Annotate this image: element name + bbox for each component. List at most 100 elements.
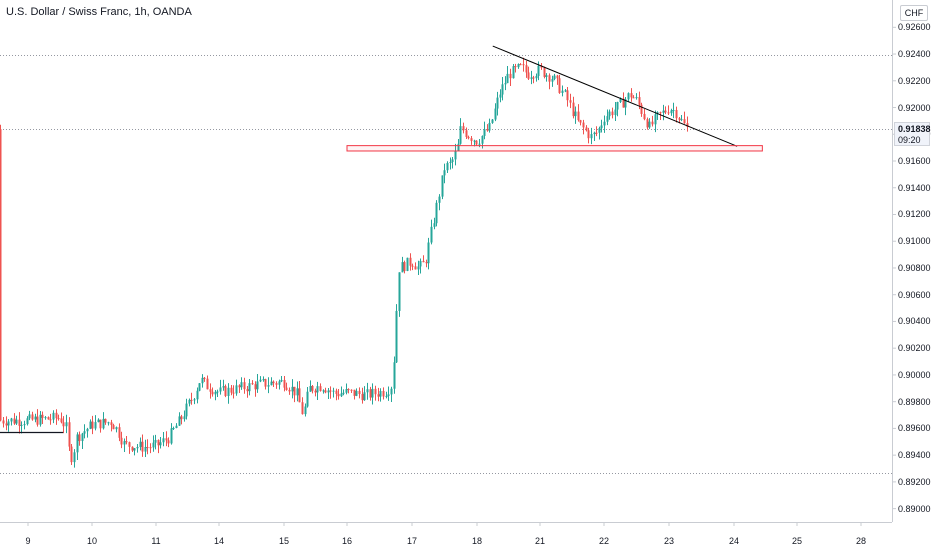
candle <box>246 386 249 398</box>
candle-body <box>457 143 460 151</box>
candle <box>89 419 92 430</box>
bar-countdown: 09:20 <box>898 135 921 145</box>
candle-body <box>246 389 249 392</box>
candle-body <box>280 379 283 382</box>
candle <box>643 108 646 121</box>
candle <box>606 109 609 126</box>
candle <box>675 106 678 123</box>
candle-body <box>465 130 468 137</box>
candle-body <box>178 416 181 426</box>
candle <box>196 387 199 404</box>
candle <box>99 419 102 433</box>
candle <box>574 106 577 124</box>
candle <box>332 387 335 398</box>
candle-body <box>240 382 243 388</box>
candle-body <box>335 390 338 394</box>
candle-body <box>259 379 262 382</box>
candle-body <box>530 77 533 79</box>
candle-body <box>342 392 345 394</box>
candle <box>600 119 603 133</box>
candle-body <box>403 262 406 271</box>
candle-body <box>506 73 509 84</box>
candle-body <box>256 381 259 390</box>
candle-body <box>332 390 335 392</box>
candle-body <box>654 114 657 125</box>
candle-body <box>309 386 312 392</box>
candle-body <box>543 67 546 77</box>
drawings[interactable] <box>0 45 763 434</box>
candle-body <box>569 100 572 103</box>
candle-body <box>304 406 307 415</box>
candle <box>499 89 502 103</box>
candle <box>216 389 219 397</box>
candle-body <box>548 75 551 82</box>
candle <box>55 409 58 425</box>
candle <box>579 119 582 126</box>
candle-body <box>251 383 254 385</box>
candle-body <box>94 422 97 429</box>
candle <box>13 413 16 425</box>
candle <box>178 412 181 426</box>
candle <box>285 382 288 391</box>
candle <box>347 388 350 394</box>
candle-body <box>670 110 673 114</box>
time-tick-label: 11 <box>151 536 161 546</box>
candle-body <box>81 433 84 442</box>
candle <box>76 432 79 460</box>
candle <box>664 106 667 115</box>
candle-body <box>433 223 436 227</box>
candle-body <box>598 128 601 133</box>
candle <box>28 410 31 421</box>
candle-body <box>110 422 113 426</box>
candle <box>414 262 417 270</box>
candle-body <box>0 129 2 421</box>
candle <box>337 389 340 400</box>
candle-body <box>345 389 348 393</box>
candle-body <box>133 448 136 451</box>
candle <box>385 391 388 399</box>
candle-body <box>435 202 438 224</box>
candle-body <box>283 379 286 388</box>
candle-body <box>553 75 556 80</box>
candle-body <box>551 79 554 82</box>
candle <box>120 431 123 449</box>
candle <box>112 423 115 430</box>
candle <box>34 413 37 423</box>
candle-body <box>337 393 340 397</box>
candle-body <box>107 422 110 424</box>
candle <box>345 383 348 395</box>
currency-button[interactable]: CHF <box>900 5 928 21</box>
candle <box>280 376 283 383</box>
candle-body <box>324 390 327 393</box>
candle-body <box>83 431 86 434</box>
candle-body <box>411 265 414 267</box>
candle <box>646 117 649 130</box>
candle-body <box>504 83 507 85</box>
candle-body <box>540 65 543 68</box>
candle <box>403 260 406 274</box>
candle <box>193 398 196 405</box>
time-tick-label: 28 <box>855 536 866 546</box>
candle <box>519 63 522 66</box>
candle <box>582 119 585 135</box>
candle <box>340 386 343 398</box>
candle <box>545 73 548 82</box>
candle <box>451 157 454 169</box>
candle <box>49 413 52 425</box>
candle <box>662 104 665 121</box>
candle <box>301 397 304 415</box>
candle <box>387 386 390 401</box>
candle-body <box>664 110 667 113</box>
candle <box>198 383 201 392</box>
candle-body <box>446 162 449 171</box>
candle-body <box>44 417 47 419</box>
candle <box>115 426 118 433</box>
candle <box>78 431 81 446</box>
candle-body <box>683 119 686 124</box>
candle-body <box>314 390 317 393</box>
candle-body <box>206 378 209 390</box>
candle <box>483 121 486 140</box>
candle-body <box>170 428 173 444</box>
